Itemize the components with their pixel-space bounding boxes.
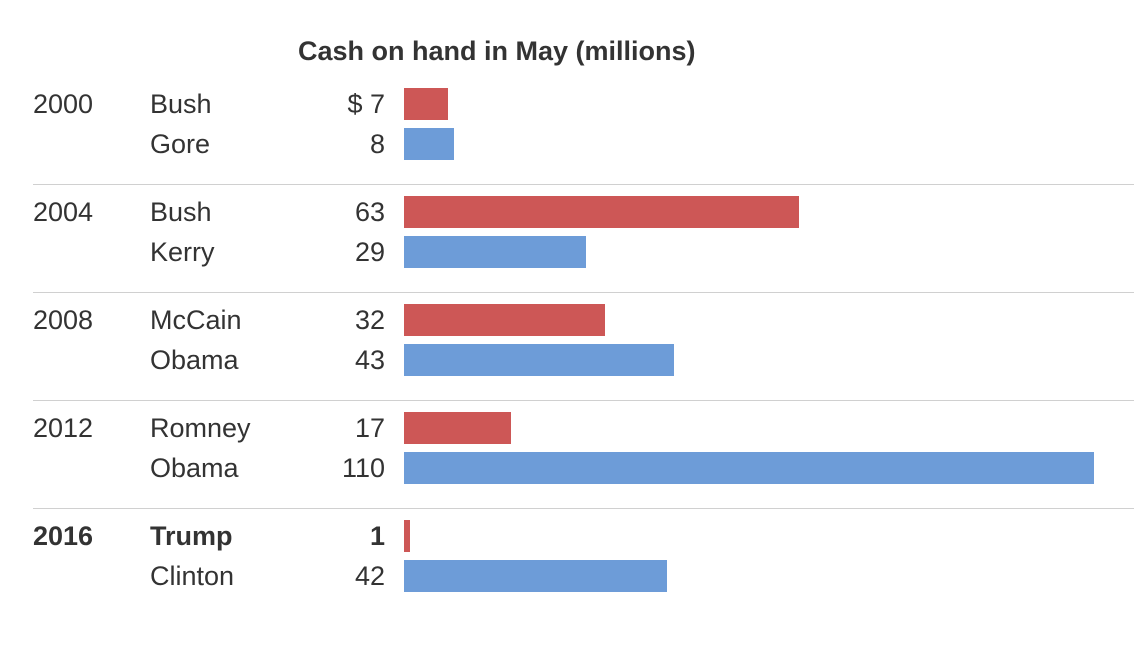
- chart-row-2008-obama: Obama 43: [0, 342, 1134, 378]
- value-label: 8: [369, 129, 385, 159]
- value-label: 32: [354, 305, 385, 335]
- candidate-label: McCain: [150, 305, 242, 335]
- candidate-label: Bush: [150, 89, 212, 119]
- group-divider: [33, 508, 1134, 509]
- candidate-label: Romney: [150, 413, 251, 443]
- group-divider: [33, 184, 1134, 185]
- bar-democrat: [404, 344, 674, 376]
- bar-republican: [404, 412, 511, 444]
- bar-democrat: [404, 128, 455, 160]
- year-label: 2004: [33, 197, 94, 227]
- candidate-label: Gore: [150, 129, 211, 159]
- bar-democrat: [404, 452, 1094, 484]
- bar-democrat: [404, 560, 668, 592]
- chart-title: Cash on hand in May (millions): [298, 36, 696, 66]
- group-divider: [33, 292, 1134, 293]
- bar-republican: [404, 88, 448, 120]
- candidate-label: Trump: [150, 521, 233, 551]
- chart-row-2008-mccain: 2008 McCain 32: [0, 302, 1134, 338]
- year-label: 2008: [33, 305, 94, 335]
- chart-row-2004-bush: 2004 Bush 63: [0, 194, 1134, 230]
- chart-row-2000-bush: 2000 Bush $ 7: [0, 86, 1134, 122]
- chart-row-2000-gore: Gore 8: [0, 126, 1134, 162]
- group-divider: [33, 400, 1134, 401]
- bar-republican: [404, 196, 800, 228]
- value-label: 110: [341, 453, 385, 483]
- chart-row-2012-romney: 2012 Romney 17: [0, 410, 1134, 446]
- chart-row-2004-kerry: Kerry 29: [0, 234, 1134, 270]
- candidate-label: Obama: [150, 453, 239, 483]
- bar-democrat: [404, 236, 586, 268]
- year-label: 2012: [33, 413, 94, 443]
- year-label: 2000: [33, 89, 94, 119]
- value-label: $ 7: [347, 89, 385, 119]
- bar-republican: [404, 520, 411, 552]
- candidate-label: Bush: [150, 197, 212, 227]
- value-label: 43: [354, 345, 385, 375]
- value-label: 42: [354, 561, 385, 591]
- chart-row-2012-obama: Obama 110: [0, 450, 1134, 486]
- value-label: 63: [354, 197, 385, 227]
- value-label: 1: [369, 521, 385, 551]
- chart-row-2016-clinton: Clinton 42: [0, 558, 1134, 594]
- candidate-label: Clinton: [150, 561, 235, 591]
- value-label: 29: [354, 237, 385, 267]
- chart-row-2016-trump: 2016 Trump 1: [0, 518, 1134, 554]
- value-label: 17: [354, 413, 385, 443]
- candidate-label: Obama: [150, 345, 239, 375]
- candidate-label: Kerry: [150, 237, 215, 267]
- bar-republican: [404, 304, 605, 336]
- year-label: 2016: [33, 521, 94, 551]
